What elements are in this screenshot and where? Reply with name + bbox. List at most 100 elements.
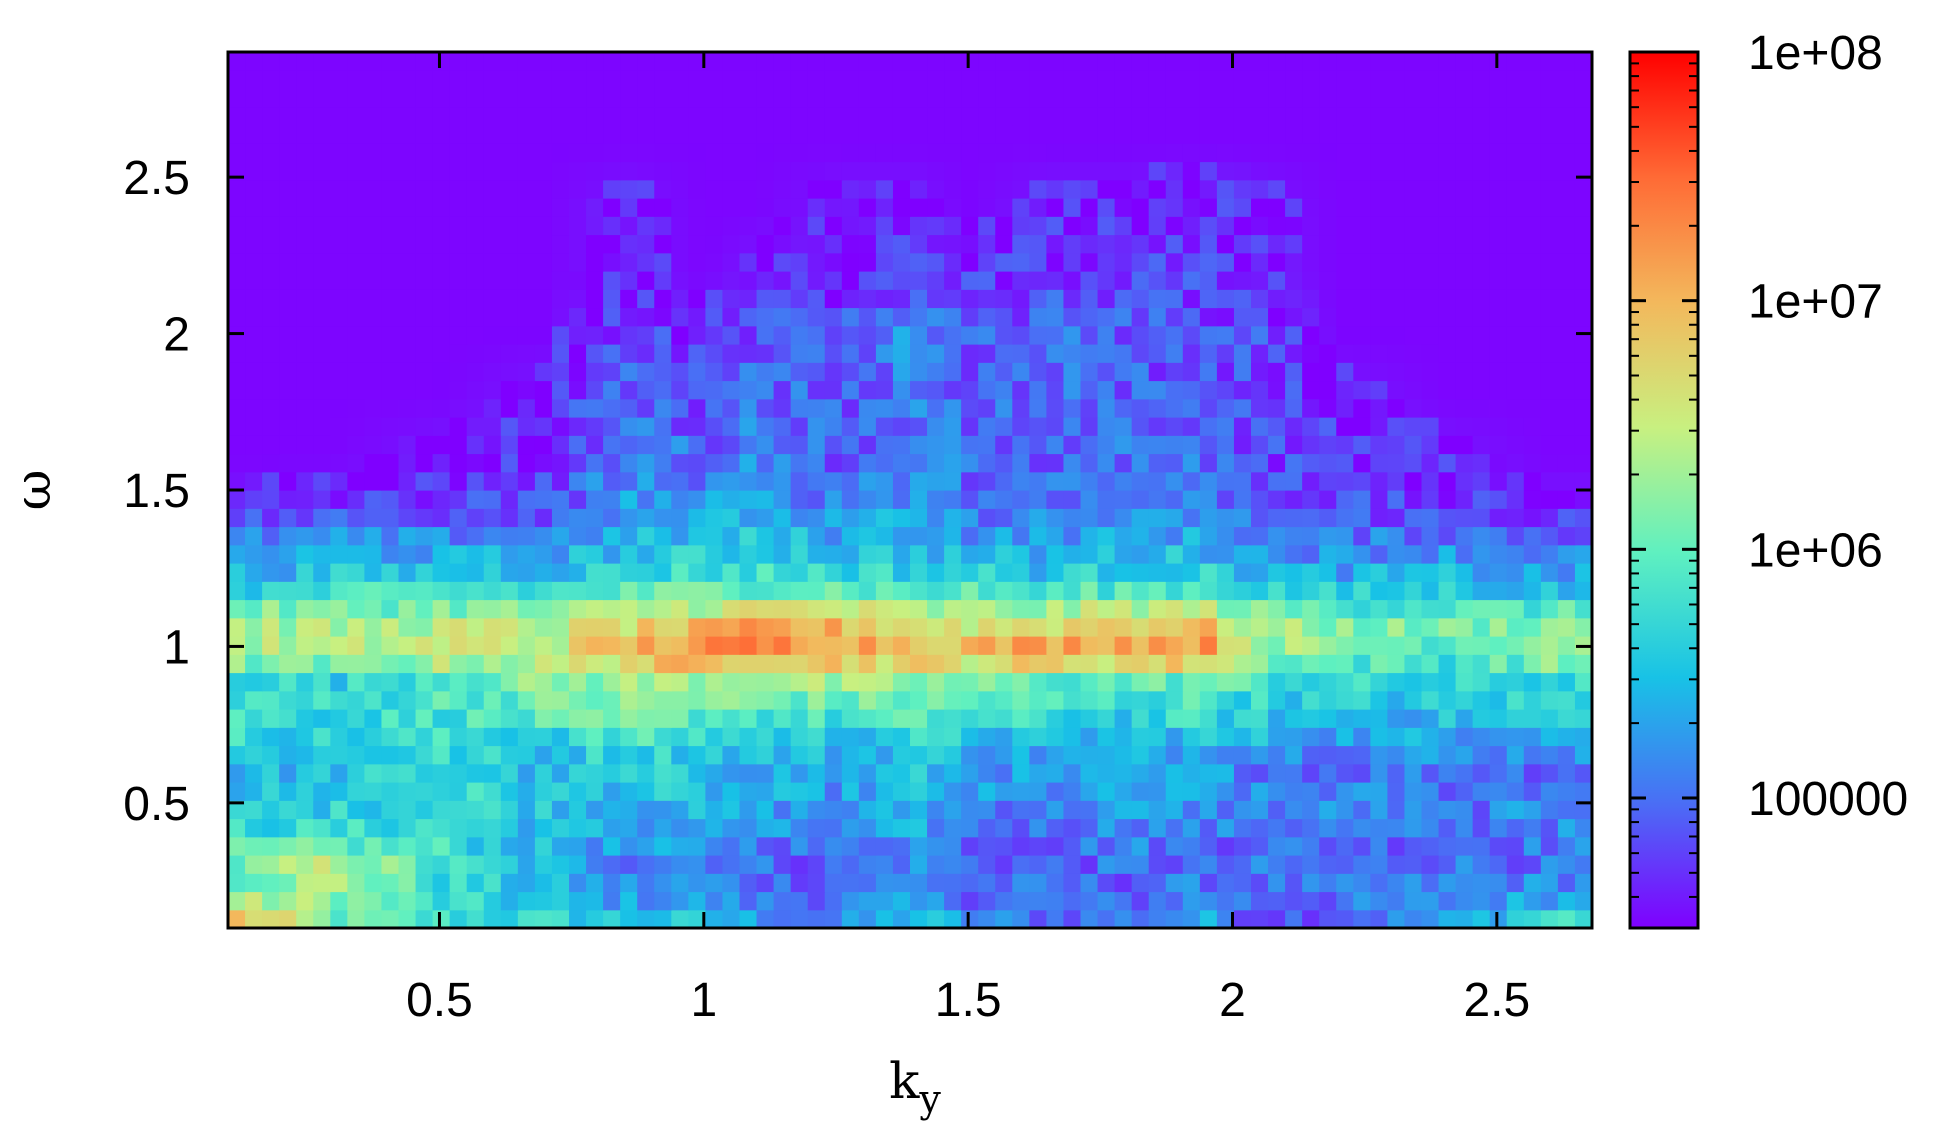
heatmap-cell xyxy=(1046,636,1065,655)
heatmap-cell xyxy=(330,818,348,838)
heatmap-cell xyxy=(841,70,860,90)
heatmap-cell xyxy=(807,234,826,254)
heatmap-cell xyxy=(790,636,809,655)
heatmap-cell xyxy=(892,508,911,528)
heatmap-cell xyxy=(1523,672,1542,692)
heatmap-cell xyxy=(1063,490,1082,509)
heatmap-cell xyxy=(944,891,962,911)
heatmap-cell xyxy=(773,143,792,163)
heatmap-cell xyxy=(313,544,331,564)
heatmap-cell xyxy=(1523,891,1542,911)
heatmap-cell xyxy=(1302,125,1320,144)
heatmap-cell xyxy=(1251,362,1269,382)
heatmap-cell xyxy=(1046,179,1065,199)
heatmap-cell xyxy=(620,873,638,893)
heatmap-cell xyxy=(1319,344,1337,363)
heatmap-cell xyxy=(1233,709,1252,728)
heatmap-cell xyxy=(483,800,502,820)
heatmap-cell xyxy=(1012,70,1030,90)
heatmap-cell xyxy=(995,526,1013,546)
heatmap-cell xyxy=(1319,909,1337,929)
heatmap-cell xyxy=(347,690,365,710)
heatmap-cell xyxy=(1574,745,1593,765)
heatmap-cell xyxy=(1182,70,1201,90)
heatmap-cell xyxy=(1489,526,1508,546)
heatmap-cell xyxy=(415,891,434,911)
heatmap-cell xyxy=(807,179,826,199)
heatmap-cell xyxy=(466,453,485,473)
heatmap-cell xyxy=(944,398,962,418)
heatmap-cell xyxy=(807,70,826,90)
heatmap-cell xyxy=(1387,344,1406,363)
heatmap-cell xyxy=(722,398,741,418)
heatmap-cell xyxy=(671,70,689,90)
x-tick-label: 2 xyxy=(1219,974,1246,1027)
heatmap-cell xyxy=(637,143,655,163)
heatmap-cell xyxy=(1540,818,1559,838)
heatmap-cell xyxy=(995,106,1013,126)
heatmap-cell xyxy=(1404,508,1423,528)
heatmap-cell xyxy=(279,709,297,728)
heatmap-cell xyxy=(1063,544,1082,564)
heatmap-cell xyxy=(1114,435,1133,455)
heatmap-cell xyxy=(262,362,280,382)
heatmap-cell xyxy=(875,690,894,710)
heatmap-cell xyxy=(1199,508,1218,528)
heatmap-cell xyxy=(1540,654,1559,674)
heatmap-cell xyxy=(228,508,246,528)
heatmap-cell xyxy=(927,417,945,436)
heatmap-cell xyxy=(1557,143,1576,163)
heatmap-cell xyxy=(688,216,706,236)
heatmap-cell xyxy=(347,508,365,528)
heatmap-cell xyxy=(1063,654,1082,674)
heatmap-cell xyxy=(654,727,672,747)
heatmap-cell xyxy=(347,654,365,674)
heatmap-cell xyxy=(1404,599,1423,619)
heatmap-cell xyxy=(534,508,553,528)
heatmap-cell xyxy=(1182,636,1201,655)
heatmap-cell xyxy=(739,654,758,674)
heatmap-cell xyxy=(1489,362,1508,382)
heatmap-cell xyxy=(739,581,758,601)
heatmap-cell xyxy=(432,727,451,747)
heatmap-cell xyxy=(569,362,587,382)
heatmap-cell xyxy=(620,745,638,765)
heatmap-cell xyxy=(961,508,979,528)
heatmap-cell xyxy=(1489,909,1508,929)
heatmap-cell xyxy=(1285,763,1303,783)
heatmap-cell xyxy=(1114,727,1133,747)
heatmap-cell xyxy=(722,672,741,692)
heatmap-cell xyxy=(892,544,911,564)
heatmap-cell xyxy=(944,234,962,254)
heatmap-cell xyxy=(603,417,621,436)
heatmap-cell xyxy=(1029,526,1047,546)
heatmap-cell xyxy=(1233,544,1252,564)
colorbar-frame xyxy=(1628,50,1700,930)
heatmap-cell xyxy=(688,70,706,90)
heatmap-cell xyxy=(279,763,297,783)
heatmap-cell xyxy=(551,216,570,236)
heatmap-cell xyxy=(381,818,400,838)
heatmap-cell xyxy=(1421,289,1440,309)
heatmap-cell xyxy=(296,508,314,528)
heatmap-cell xyxy=(671,818,689,838)
heatmap-cell xyxy=(245,818,263,838)
heatmap-cell xyxy=(1012,252,1030,272)
heatmap-cell xyxy=(841,143,860,163)
heatmap-cell xyxy=(1421,325,1440,345)
heatmap-cell xyxy=(313,782,331,801)
heatmap-cell xyxy=(381,307,400,327)
heatmap-cell xyxy=(978,544,996,564)
heatmap-cell xyxy=(1540,344,1559,363)
heatmap-cell xyxy=(586,836,604,856)
heatmap-cell xyxy=(262,508,280,528)
heatmap-cell xyxy=(654,234,672,254)
heatmap-cell xyxy=(927,544,945,564)
heatmap-cell xyxy=(995,216,1013,236)
heatmap-cell xyxy=(722,636,741,655)
heatmap-cell xyxy=(364,179,383,199)
heatmap-cell xyxy=(1574,143,1593,163)
heatmap-cell xyxy=(1131,362,1150,382)
heatmap-cell xyxy=(1574,727,1593,747)
heatmap-cell xyxy=(1131,289,1150,309)
